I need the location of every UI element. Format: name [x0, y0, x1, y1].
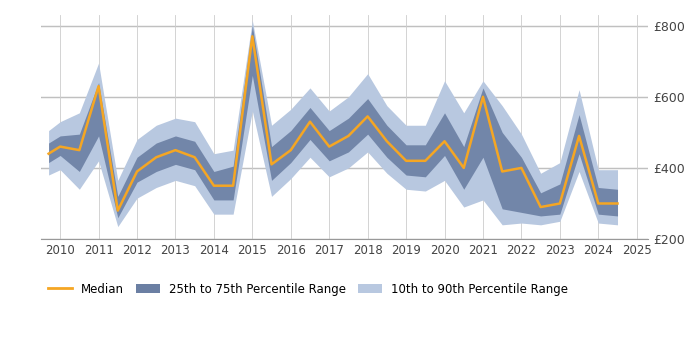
Legend: Median, 25th to 75th Percentile Range, 10th to 90th Percentile Range: Median, 25th to 75th Percentile Range, 1… [43, 278, 573, 300]
